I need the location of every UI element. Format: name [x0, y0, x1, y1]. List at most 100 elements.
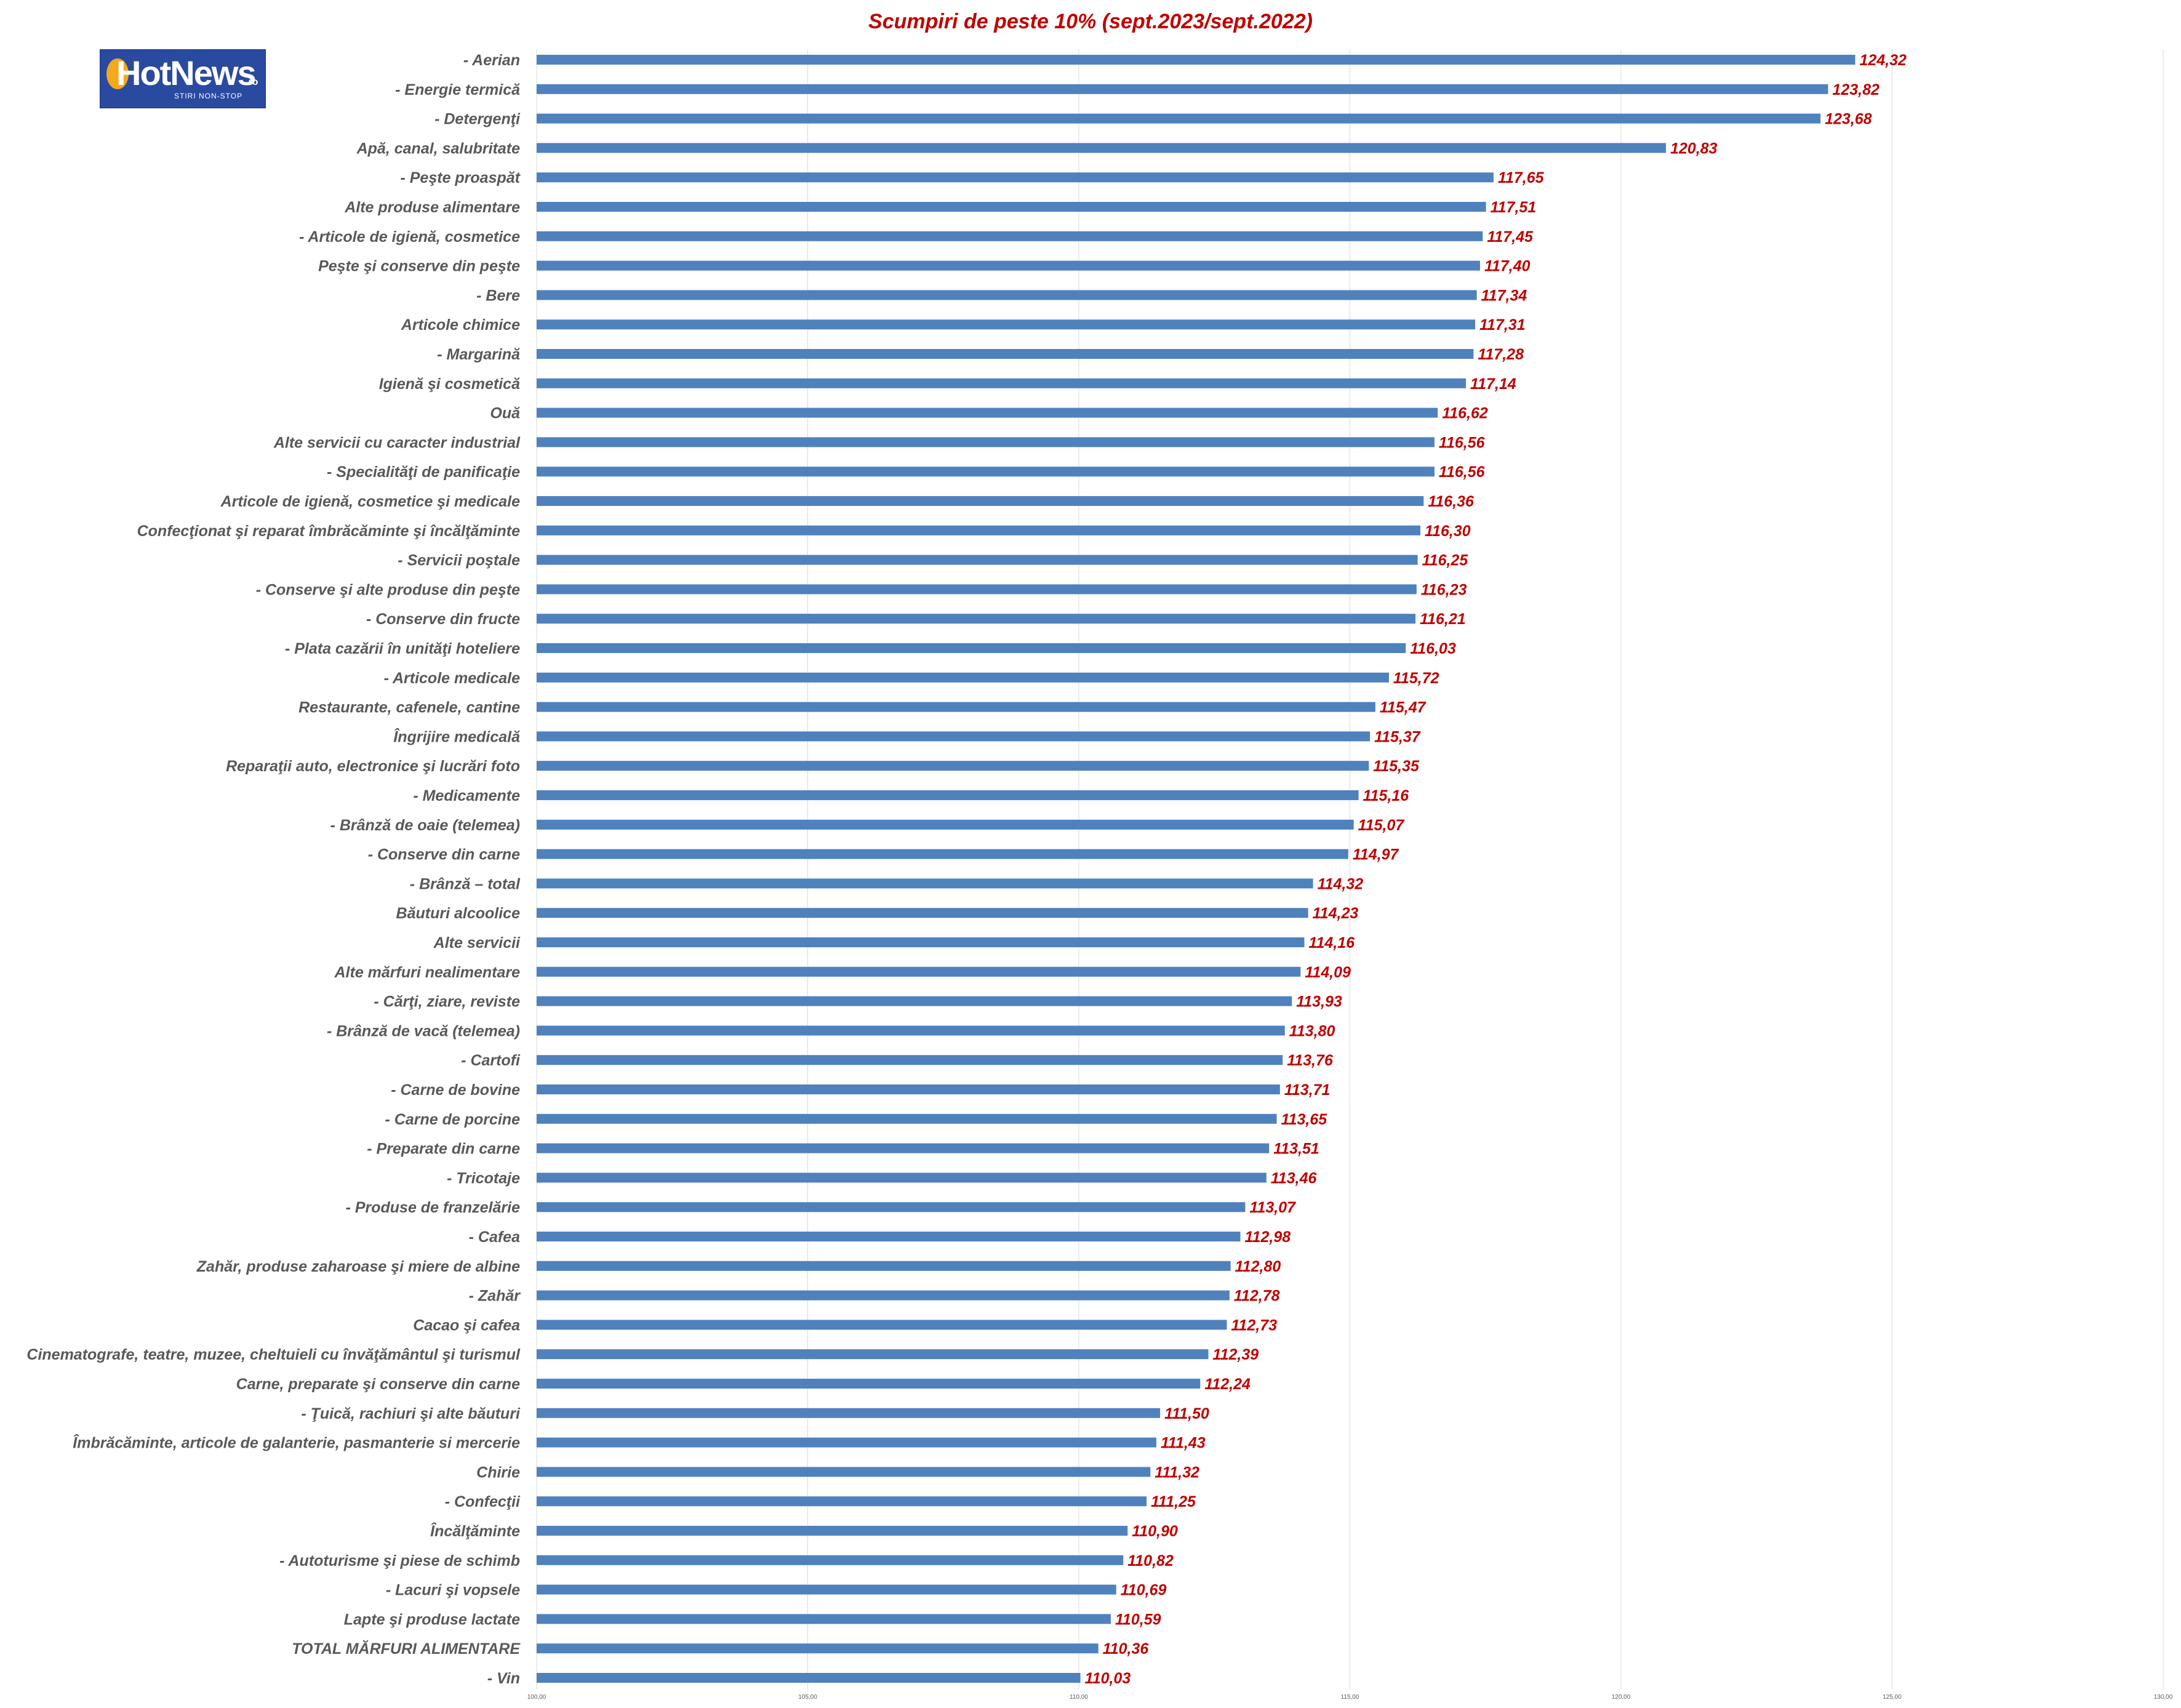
category-label: - Ţuică, rachiuri şi alte băuturi [301, 1405, 521, 1422]
bar [537, 643, 1406, 653]
bar [537, 1173, 1267, 1183]
value-label: 116,56 [1439, 463, 1486, 481]
value-labels: 124,32 123,82 123,68 120,83 117,65 117,51 117,… [1085, 52, 1907, 1687]
category-label: Articole chimice [401, 316, 520, 334]
value-label: 114,09 [1305, 964, 1351, 981]
category-label: - Detergenţi [434, 111, 521, 128]
value-label: 112,73 [1231, 1317, 1278, 1334]
hotnews-logo: HotNews .ro STIRI NON-STOP [100, 49, 266, 108]
bar [537, 290, 1477, 300]
category-label: - Conserve şi alte produse din peşte [256, 581, 520, 598]
category-label: Apă, canal, salubritate [356, 140, 520, 157]
category-label: - Brânză de oaie (telemea) [330, 817, 520, 834]
value-label: 114,97 [1353, 846, 1399, 864]
bar [537, 437, 1435, 447]
category-label: - Medicamente [413, 787, 520, 804]
bar [537, 1232, 1241, 1241]
value-label: 117,51 [1491, 199, 1537, 216]
category-label: Confecţionat şi reparat îmbrăcăminte şi … [137, 523, 520, 540]
value-label: 116,36 [1428, 493, 1475, 510]
bar [537, 84, 1828, 94]
value-label: 117,31 [1479, 316, 1526, 334]
category-label: - Articole medicale [384, 670, 520, 687]
bar [537, 1025, 1285, 1036]
category-label: - Brânză de vacă (telemea) [327, 1022, 520, 1040]
value-label: 112,24 [1204, 1376, 1251, 1393]
value-label: 124,32 [1860, 52, 1907, 69]
bar [537, 260, 1480, 271]
bar [537, 1437, 1156, 1448]
bar [537, 231, 1483, 241]
logo-tagline: STIRI NON-STOP [174, 92, 243, 100]
value-label: 117,34 [1481, 287, 1527, 304]
value-label: 114,16 [1308, 934, 1355, 952]
bar [537, 1526, 1128, 1536]
category-label: Alte servicii [433, 934, 521, 952]
value-label: 112,98 [1245, 1229, 1291, 1246]
bar [537, 349, 1474, 359]
value-label: 112,78 [1234, 1288, 1280, 1305]
category-label: - Preparate din carne [367, 1141, 520, 1158]
value-label: 115,72 [1393, 670, 1439, 687]
value-label: 110,36 [1103, 1640, 1150, 1658]
bar [537, 1379, 1201, 1389]
value-label: 113,65 [1281, 1111, 1328, 1128]
bar [537, 467, 1435, 477]
category-label: - Lacuri şi vopsele [386, 1582, 520, 1599]
bar [537, 1349, 1209, 1360]
value-label: 116,30 [1425, 523, 1471, 540]
bar [537, 1614, 1111, 1624]
bar [537, 172, 1494, 183]
bar [537, 1643, 1099, 1654]
category-label: Îngrijire medicală [393, 727, 520, 745]
x-tick-label: 120,00 [1612, 1694, 1631, 1701]
value-label: 110,03 [1085, 1670, 1131, 1687]
bar [537, 702, 1375, 712]
bars [537, 55, 1855, 1683]
category-label: Restaurante, cafenele, cantine [298, 699, 520, 716]
bar [537, 790, 1359, 800]
value-label: 113,93 [1296, 993, 1342, 1011]
category-label: Reparaţii auto, electronice şi lucrări f… [226, 758, 520, 775]
value-label: 116,62 [1442, 405, 1488, 422]
category-label: TOTAL MĂRFURI ALIMENTARE [292, 1640, 521, 1658]
value-label: 120,83 [1670, 140, 1718, 157]
category-label: - Produse de franzelărie [346, 1199, 521, 1216]
bar [537, 143, 1667, 153]
bar [537, 614, 1416, 624]
category-label: - Specialităţi de panificaţie [327, 463, 520, 481]
category-label: Chirie [476, 1464, 520, 1481]
value-label: 110,69 [1121, 1582, 1167, 1599]
bar [537, 525, 1421, 535]
value-label: 116,21 [1420, 611, 1466, 628]
bar [537, 966, 1301, 977]
category-label: Carne, preparate şi conserve din carne [236, 1376, 520, 1393]
category-label: Peşte şi conserve din peşte [318, 258, 520, 275]
value-label: 117,14 [1470, 375, 1516, 393]
x-tick-label: 110,00 [1070, 1694, 1088, 1701]
value-label: 113,76 [1287, 1052, 1334, 1069]
bar [537, 1584, 1116, 1595]
value-label: 116,23 [1421, 581, 1467, 598]
value-label: 110,90 [1132, 1523, 1178, 1540]
bar [537, 1320, 1227, 1330]
category-label: Igienă şi cosmetică [379, 375, 520, 393]
value-label: 116,25 [1422, 552, 1469, 569]
value-label: 111,50 [1164, 1405, 1209, 1422]
bar [537, 1055, 1283, 1065]
category-label: Îmbrăcăminte, articole de galanterie, pa… [73, 1433, 520, 1452]
bar [537, 1113, 1277, 1124]
category-label: - Brânză – total [410, 875, 521, 892]
x-tick-label: 105,00 [798, 1694, 817, 1701]
category-label: Cacao şi cafea [413, 1317, 520, 1334]
category-label: Cinematografe, teatre, muzee, cheltuieli… [26, 1346, 521, 1363]
category-label: - Vin [487, 1670, 520, 1687]
bar [537, 1673, 1081, 1683]
x-tick-label: 115,00 [1341, 1694, 1359, 1701]
value-label: 123,82 [1833, 81, 1880, 98]
bar [537, 878, 1313, 889]
value-label: 113,51 [1273, 1141, 1319, 1158]
bar [537, 1261, 1231, 1271]
category-label: Lapte şi produse lactate [344, 1611, 520, 1628]
category-label: - Bere [476, 287, 520, 304]
